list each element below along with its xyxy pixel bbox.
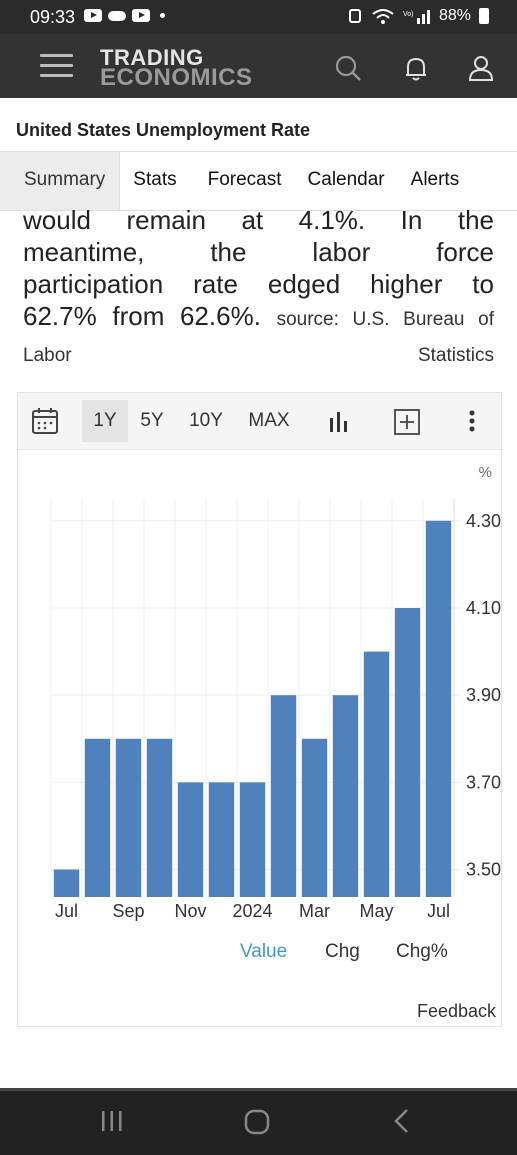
bar-11[interactable] (394, 608, 421, 897)
unit-label: % (479, 464, 492, 481)
signal-icon: Vo) (403, 10, 430, 24)
y-axis-labels: 3.50 3.70 3.90 4.10 4.30 (466, 511, 501, 880)
recent-apps-icon[interactable] (100, 1109, 124, 1133)
y-tick-label: 3.70 (466, 772, 501, 792)
bar-5[interactable] (208, 782, 235, 897)
calendar-icon[interactable] (32, 407, 58, 435)
y-tick-label: 4.10 (466, 598, 501, 618)
recycle-icon (348, 9, 361, 23)
x-tick-label: Jul (55, 901, 78, 921)
search-icon[interactable] (334, 54, 362, 82)
x-tick-label: May (359, 901, 393, 921)
more-options-icon[interactable] (464, 409, 480, 433)
bar-chart-icon[interactable] (328, 410, 350, 432)
bar-3[interactable] (146, 738, 173, 897)
tab-bar: Summary Stats Forecast Calendar Alerts (0, 151, 517, 211)
svg-text:Vo): Vo) (403, 11, 414, 18)
bar-6[interactable] (239, 782, 266, 897)
wifi-icon (372, 9, 394, 24)
chart-toolbar: 1Y 5Y 10Y MAX (18, 393, 501, 450)
trading-economics-logo[interactable]: TRADING ECONOMICS (100, 45, 253, 91)
youtube-notification-icon (84, 9, 102, 22)
x-tick-label: 2024 (232, 901, 272, 921)
tab-stats[interactable]: Stats (133, 169, 177, 190)
legend-chg-pct-toggle[interactable]: Chg% (396, 941, 448, 962)
add-compare-icon[interactable] (394, 409, 420, 435)
tab-calendar[interactable]: Calendar (307, 169, 385, 190)
home-icon[interactable] (244, 1109, 270, 1135)
bar-10[interactable] (363, 651, 390, 897)
chart-bars (53, 520, 452, 898)
battery-icon (479, 8, 489, 24)
status-time: 09:33 (30, 7, 76, 27)
back-icon[interactable] (392, 1108, 412, 1134)
bar-12[interactable] (425, 520, 452, 897)
bar-2[interactable] (115, 738, 142, 897)
youtube-notification-icon-2 (132, 9, 150, 22)
legend-chg-toggle[interactable]: Chg (325, 941, 360, 962)
bar-9[interactable] (332, 695, 359, 897)
bar-7[interactable] (270, 695, 297, 897)
range-1y-button[interactable]: 1Y (82, 400, 128, 442)
bar-8[interactable] (301, 738, 328, 897)
range-10y-button[interactable]: 10Y (189, 410, 223, 431)
user-icon[interactable] (467, 54, 495, 82)
bar-0[interactable] (53, 869, 80, 898)
chart-widget: 1Y 5Y 10Y MAX % Jul Sep Nov 2024 Mar May Jul 3… (17, 392, 502, 1027)
chart-grid (50, 499, 460, 897)
range-max-button[interactable]: MAX (248, 410, 290, 431)
status-bar: 09:33 Vo) 88% (0, 0, 517, 34)
y-tick-label: 3.50 (466, 860, 501, 880)
battery-percent: 88% (438, 7, 471, 24)
summary-text: would remain at 4.1%. In the meantime, t… (23, 205, 494, 366)
tab-summary[interactable]: Summary (0, 152, 121, 210)
y-tick-label: 3.90 (466, 685, 501, 705)
page-title: United States Unemployment Rate (16, 120, 311, 140)
bar-4[interactable] (177, 782, 204, 897)
x-axis-labels: Jul Sep Nov 2024 Mar May Jul (55, 901, 450, 921)
menu-icon[interactable] (40, 54, 73, 78)
source-text: source: U.S. Bureau of Labor Statistics (23, 309, 494, 366)
bar-1[interactable] (84, 738, 111, 897)
bell-icon[interactable] (402, 54, 430, 82)
legend-value-toggle[interactable]: Value (240, 941, 288, 962)
x-tick-label: Mar (299, 901, 330, 921)
tab-forecast[interactable]: Forecast (207, 169, 282, 190)
unemployment-bar-chart: % Jul Sep Nov 2024 Mar May Jul 3.50 3.70 3.90 4.1… (50, 464, 501, 921)
x-tick-label: Jul (427, 901, 450, 921)
x-tick-label: Nov (174, 901, 206, 921)
app-header: TRADING ECONOMICS (0, 34, 517, 98)
y-tick-label: 4.30 (466, 511, 501, 531)
system-navigation-bar (0, 1088, 517, 1155)
range-5y-button[interactable]: 5Y (140, 410, 164, 431)
feedback-link[interactable]: Feedback (417, 1001, 497, 1021)
tab-alerts[interactable]: Alerts (410, 169, 460, 190)
cloud-icon (108, 10, 126, 21)
x-tick-label: Sep (112, 901, 144, 921)
more-notifications-dot-icon (160, 13, 165, 18)
